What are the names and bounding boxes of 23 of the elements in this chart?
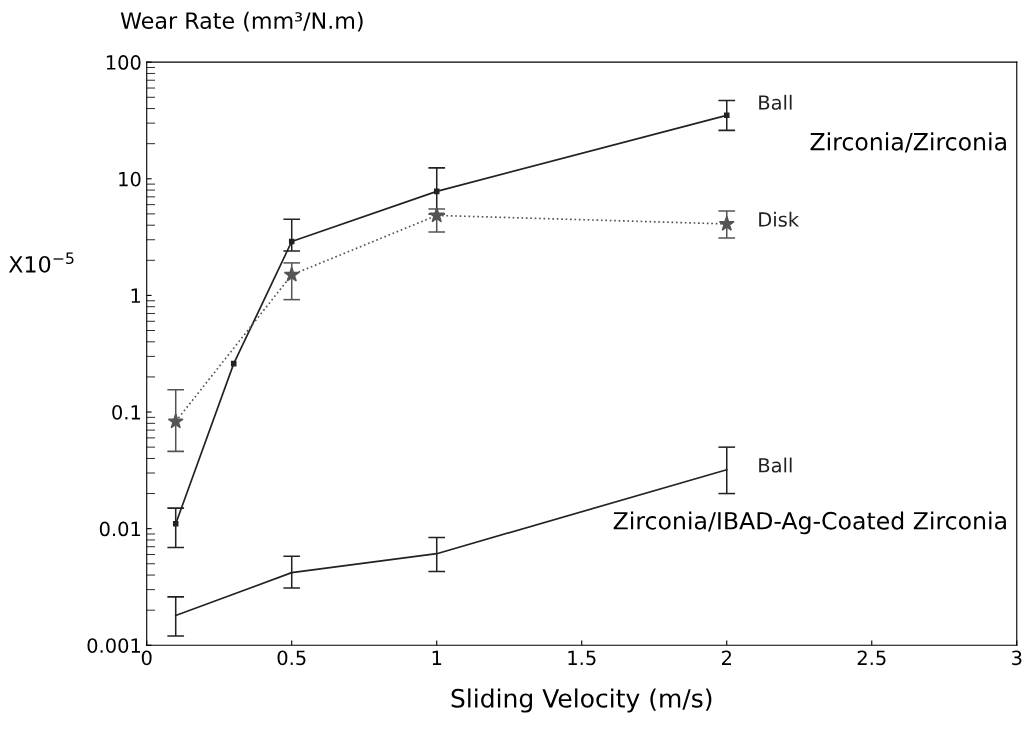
x-tick-label: 0.5	[277, 650, 306, 666]
y-tick-label: 1	[131, 288, 141, 303]
y-tick-label: 100	[106, 55, 141, 70]
x-tick-label: 3	[1012, 650, 1022, 666]
series-label: Disk	[759, 211, 800, 227]
y-axis-title: Wear Rate (mm³/N.m)	[120, 11, 363, 32]
annotation: Zirconia/IBAD-Ag-Coated Zirconia	[613, 511, 1006, 535]
x-tick-label: 2	[721, 650, 731, 665]
y-tick-label: 0.01	[99, 521, 141, 537]
x-tick-label: 1.5	[568, 650, 596, 666]
x-tick-label: 2.5	[857, 650, 886, 666]
y-tick-label: 10	[119, 171, 141, 187]
annotation: Zirconia/Zirconia	[810, 132, 1006, 153]
series-label: Ball	[759, 94, 792, 110]
x-tick-label: 1	[432, 650, 442, 665]
x-axis-title: Sliding Velocity (m/s)	[451, 688, 712, 713]
y-tick-label: 0.001	[87, 638, 141, 653]
text: X10$^{−5}$	[8, 252, 74, 273]
y-tick-label: 0.1	[112, 404, 141, 420]
point	[167, 413, 184, 429]
series-label: Ball	[759, 457, 792, 473]
point	[230, 360, 237, 367]
x-tick-label: 0	[141, 650, 152, 666]
